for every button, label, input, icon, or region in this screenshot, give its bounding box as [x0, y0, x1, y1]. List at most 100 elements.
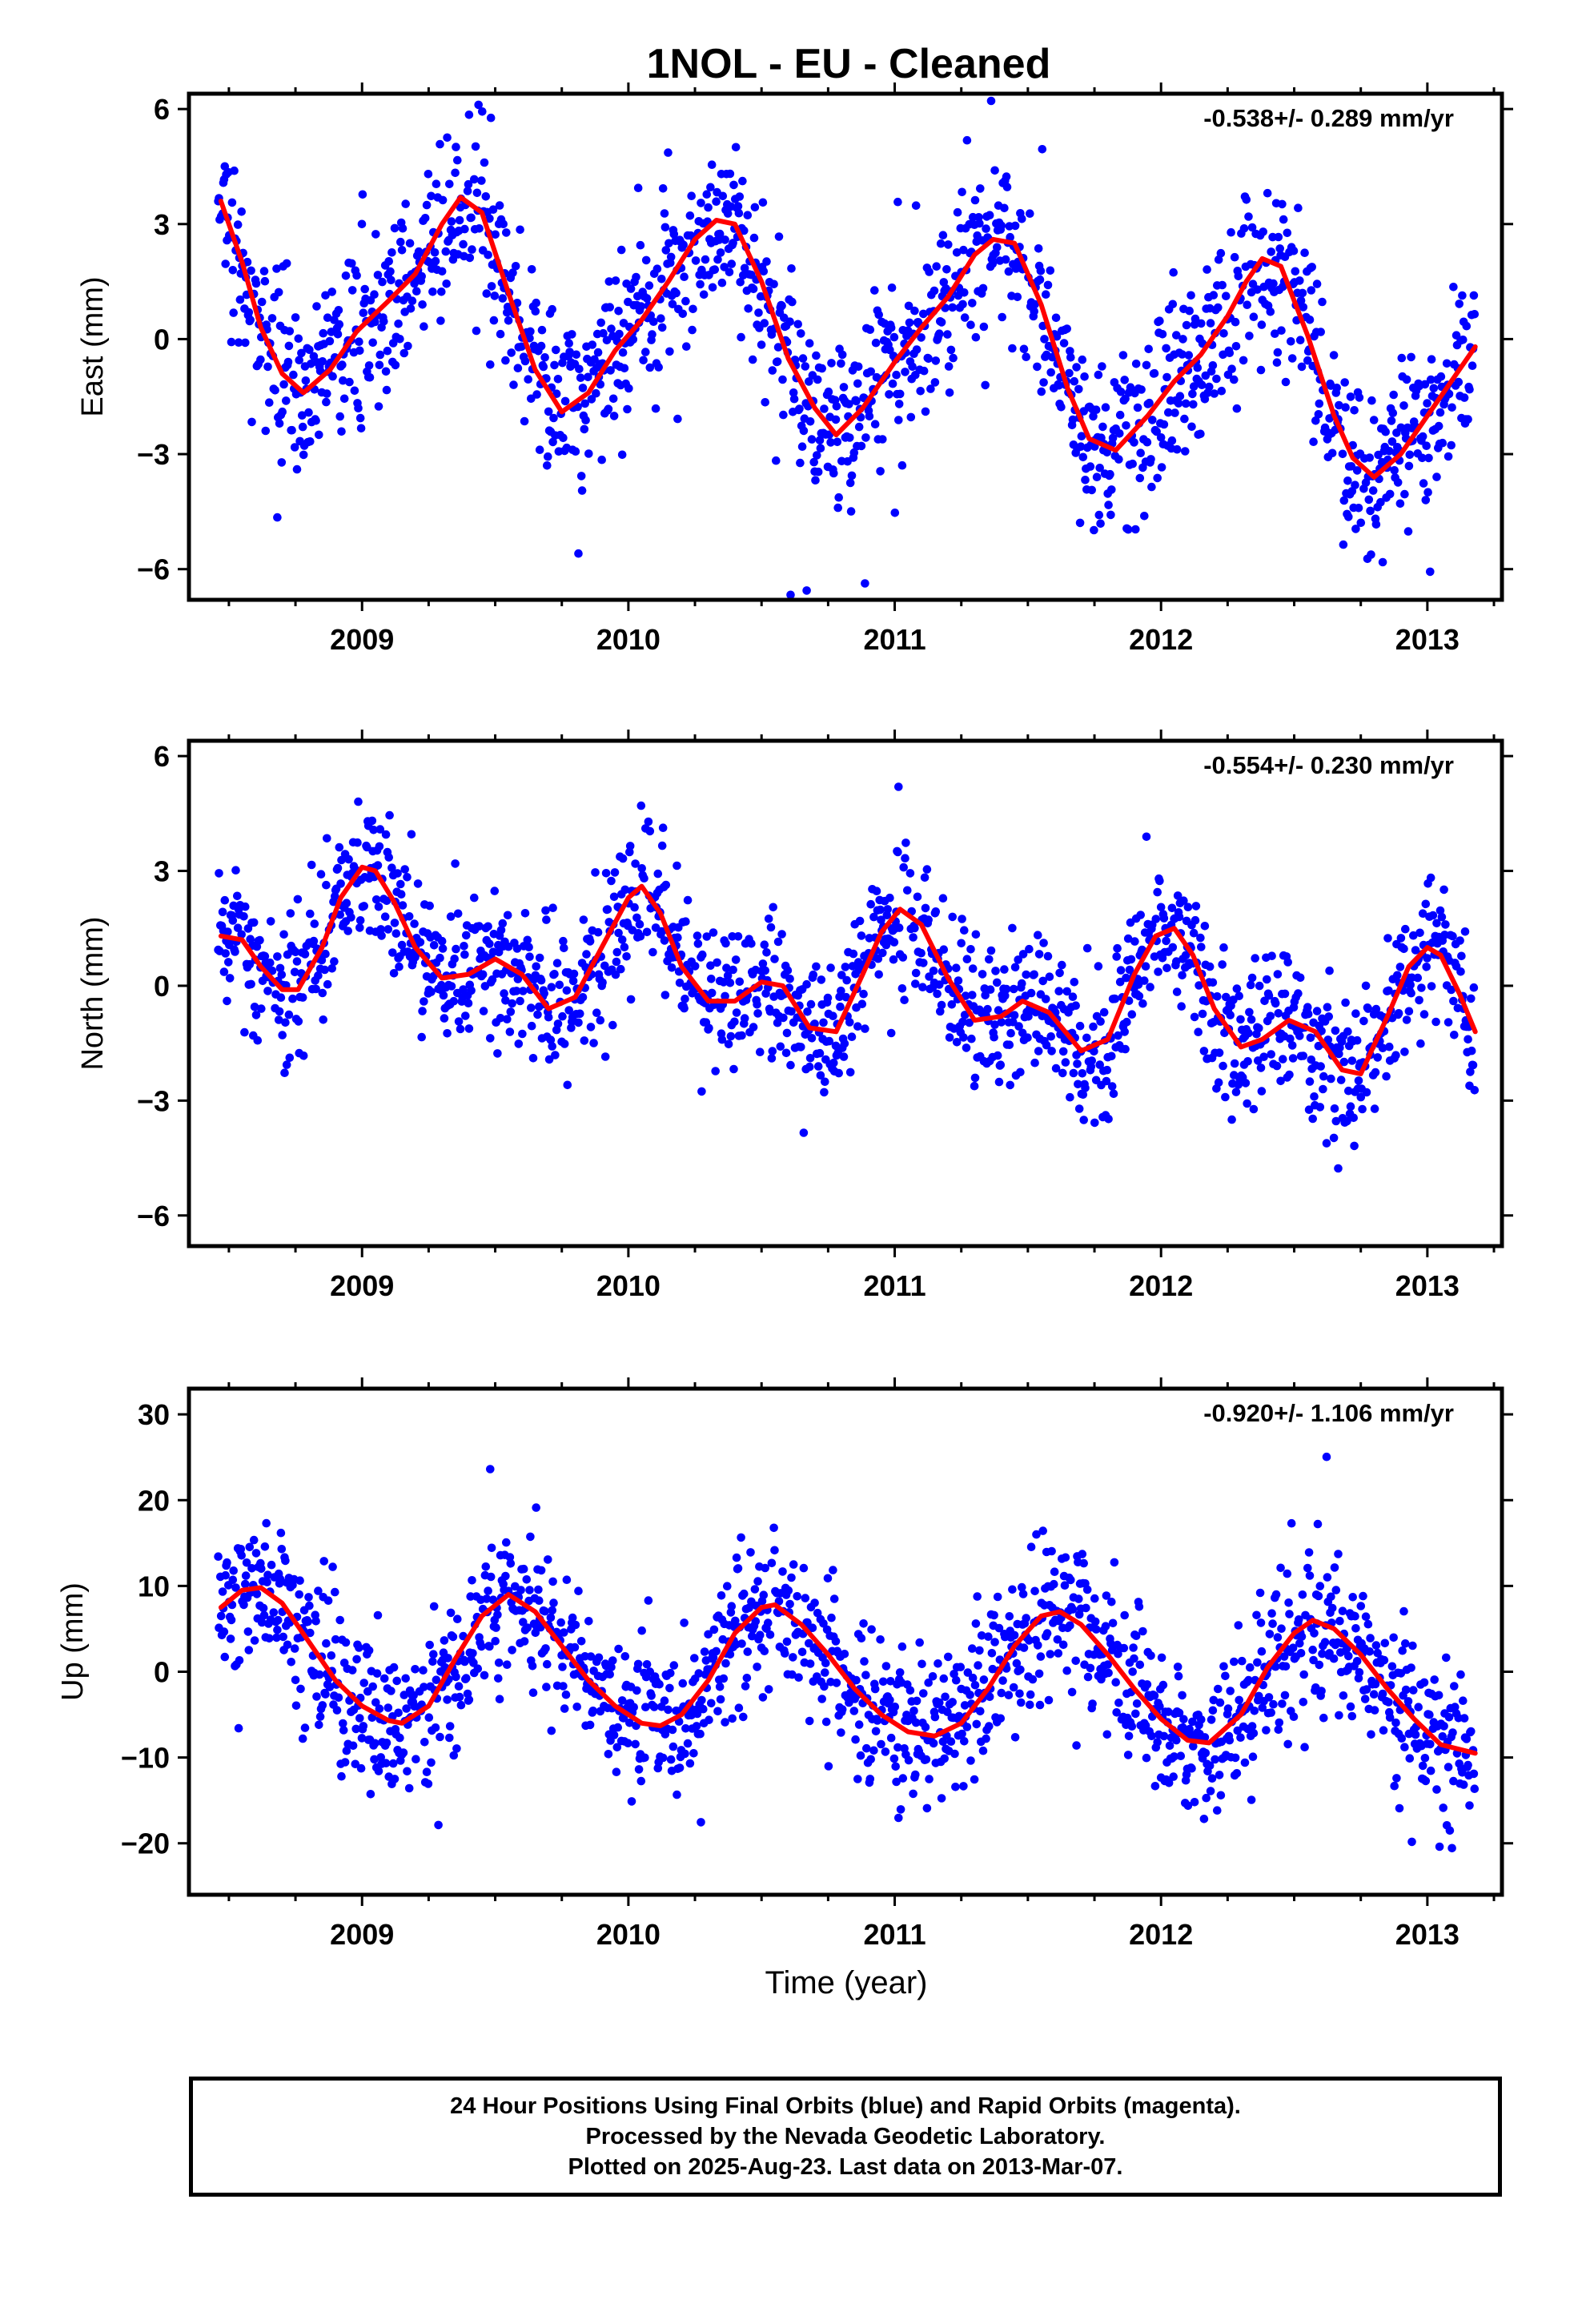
data-point: [578, 993, 588, 1002]
data-point: [820, 1088, 829, 1097]
data-point: [410, 279, 419, 288]
data-point: [235, 295, 245, 304]
data-point: [1387, 416, 1396, 425]
data-point: [562, 986, 572, 995]
data-point: [658, 823, 668, 832]
data-point: [694, 1669, 704, 1678]
plot-frame: [187, 738, 1504, 1248]
data-point: [582, 950, 591, 959]
data-point: [480, 158, 489, 167]
data-point: [1309, 437, 1318, 446]
data-point: [975, 219, 984, 228]
data-point: [620, 885, 630, 895]
data-point: [568, 1613, 577, 1622]
data-point: [565, 348, 574, 356]
data-point: [390, 919, 400, 927]
data-point: [619, 1714, 628, 1723]
data-point: [555, 980, 564, 990]
data-point: [1294, 203, 1303, 212]
data-point: [299, 450, 308, 460]
data-point: [477, 176, 486, 185]
data-point: [541, 906, 550, 915]
data-point: [1030, 307, 1038, 316]
x-tick-label: 2009: [330, 623, 394, 656]
data-point: [1146, 983, 1154, 991]
data-point: [938, 231, 948, 240]
data-point: [307, 360, 315, 368]
data-point: [1219, 1061, 1227, 1071]
data-point: [576, 1009, 584, 1019]
data-point: [356, 424, 366, 433]
data-point: [1366, 506, 1375, 516]
data-point: [824, 1762, 833, 1771]
data-point: [986, 946, 996, 955]
data-point: [366, 1790, 375, 1799]
data-point: [1404, 461, 1414, 471]
data-point: [960, 1011, 970, 1019]
data-point: [854, 1720, 864, 1729]
data-point: [960, 1701, 970, 1710]
data-point: [498, 294, 508, 303]
x-tick-label: 2013: [1395, 1269, 1460, 1302]
data-point: [1078, 1090, 1088, 1100]
data-point: [1339, 496, 1349, 505]
data-point: [935, 1698, 944, 1707]
data-point: [826, 438, 835, 447]
data-point: [1255, 1023, 1263, 1033]
data-point: [452, 1672, 460, 1682]
data-point: [1400, 1743, 1409, 1751]
data-point: [481, 1562, 491, 1571]
data-point: [427, 191, 436, 201]
data-point: [339, 394, 349, 404]
data-point: [1030, 1058, 1039, 1068]
data-point: [495, 1695, 504, 1703]
data-point: [486, 360, 495, 369]
data-point: [921, 1723, 930, 1731]
data-point: [970, 1073, 980, 1083]
data-point: [382, 896, 391, 906]
data-point: [954, 976, 963, 985]
data-point: [1315, 1103, 1325, 1112]
data-point: [447, 982, 456, 991]
data-point: [1155, 876, 1164, 886]
data-point: [1080, 372, 1089, 381]
data-point: [1205, 962, 1215, 971]
data-point: [542, 915, 551, 924]
data-point: [1197, 319, 1206, 328]
data-point: [517, 342, 526, 352]
data-point: [1401, 924, 1410, 934]
data-point: [892, 370, 901, 380]
data-point: [1269, 1699, 1278, 1709]
data-point: [1206, 1787, 1215, 1795]
data-point: [1340, 378, 1349, 387]
data-point: [1104, 1115, 1113, 1124]
data-point: [1144, 344, 1153, 354]
data-point: [271, 386, 279, 395]
data-point: [578, 384, 588, 392]
data-point: [657, 841, 667, 850]
data-point: [1356, 518, 1366, 528]
data-point: [624, 1739, 632, 1747]
data-point: [661, 880, 671, 890]
data-point: [769, 1523, 778, 1533]
data-point: [1279, 215, 1288, 224]
data-point: [807, 1034, 817, 1043]
data-point: [773, 1018, 782, 1027]
data-point: [257, 1004, 266, 1013]
data-point: [486, 1572, 496, 1582]
data-point: [1393, 971, 1402, 980]
data-point: [799, 426, 809, 436]
data-point: [297, 348, 306, 358]
data-point: [779, 1013, 788, 1023]
data-point: [865, 412, 874, 421]
data-point: [1215, 1771, 1224, 1779]
data-point: [422, 1767, 432, 1776]
data-point: [333, 863, 343, 873]
data-point: [1126, 955, 1136, 964]
data-point: [1462, 321, 1472, 331]
data-point: [1256, 1618, 1266, 1627]
data-point: [535, 953, 544, 963]
data-point: [1061, 1553, 1070, 1562]
data-point: [922, 865, 932, 874]
data-point: [460, 950, 469, 959]
